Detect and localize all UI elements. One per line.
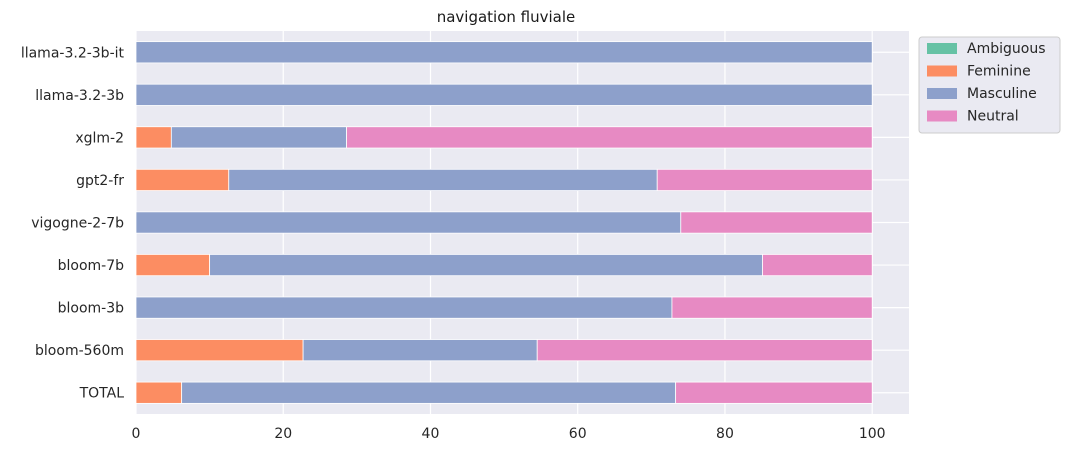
y-tick-label: llama-3.2-3b <box>35 88 124 104</box>
y-tick-label: TOTAL <box>79 386 125 402</box>
bar-segment-masculine <box>228 168 658 191</box>
bar-segment-neutral <box>656 168 873 191</box>
bar-segment-neutral <box>346 126 873 149</box>
x-tick-label: 60 <box>569 426 587 442</box>
bar-segment-masculine <box>135 296 673 319</box>
bar-segment-masculine <box>302 339 538 362</box>
bar-segment-masculine <box>135 211 682 234</box>
y-tick-label: bloom-7b <box>58 258 125 274</box>
bar-segment-feminine <box>135 339 304 362</box>
bar-segment-feminine <box>135 126 172 149</box>
x-tick-labels: 0 20 40 60 80 100 <box>132 426 886 442</box>
bars <box>135 41 873 404</box>
bar-segment-neutral <box>762 254 873 277</box>
bar-segment-masculine <box>209 254 763 277</box>
y-tick-label: bloom-3b <box>58 301 125 317</box>
legend-swatch-ambiguous <box>927 43 957 54</box>
legend-swatch-masculine <box>927 88 957 99</box>
bar-segment-feminine <box>135 168 230 191</box>
y-tick-label: llama-3.2-3b-it <box>21 45 125 61</box>
bar-segment-neutral <box>675 381 873 404</box>
bar-segment-feminine <box>135 381 183 404</box>
legend-swatch-feminine <box>927 65 957 77</box>
legend-label-ambiguous: Ambiguous <box>967 41 1045 57</box>
x-tick-label: 100 <box>859 426 886 442</box>
y-tick-label: bloom-560m <box>35 343 124 359</box>
legend-box <box>918 36 1061 134</box>
legend-label-masculine: Masculine <box>967 86 1037 102</box>
legend-label-neutral: Neutral <box>967 109 1019 125</box>
x-tick-label: 80 <box>716 426 734 442</box>
x-tick-label: 40 <box>422 426 440 442</box>
bar-segment-masculine <box>135 41 873 64</box>
x-tick-label: 0 <box>132 426 141 442</box>
bar-segment-neutral <box>680 211 873 234</box>
legend: Ambiguous Feminine Masculine Neutral <box>918 36 1061 134</box>
legend-swatch-neutral <box>927 110 957 122</box>
bar-segment-masculine <box>170 126 347 149</box>
bar-segment-feminine <box>135 254 211 277</box>
y-tick-labels: llama-3.2-3b-it llama-3.2-3b xglm-2 gpt2-fr… <box>21 45 125 401</box>
y-tick-label: xglm-2 <box>75 130 124 146</box>
legend-label-feminine: Feminine <box>967 64 1031 80</box>
chart-title: navigation fluviale <box>437 8 576 26</box>
bar-segment-neutral <box>671 296 873 319</box>
bar-segment-neutral <box>536 339 873 362</box>
bar-segment-masculine <box>135 83 873 106</box>
x-tick-label: 20 <box>274 426 292 442</box>
y-tick-label: vigogne-2-7b <box>31 216 124 232</box>
y-tick-label: gpt2-fr <box>76 173 124 189</box>
bar-segment-masculine <box>181 381 677 404</box>
